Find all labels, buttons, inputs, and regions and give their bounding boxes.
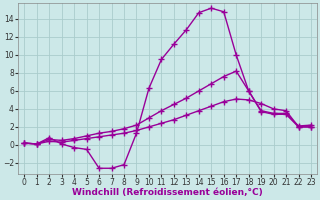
X-axis label: Windchill (Refroidissement éolien,°C): Windchill (Refroidissement éolien,°C): [72, 188, 263, 197]
